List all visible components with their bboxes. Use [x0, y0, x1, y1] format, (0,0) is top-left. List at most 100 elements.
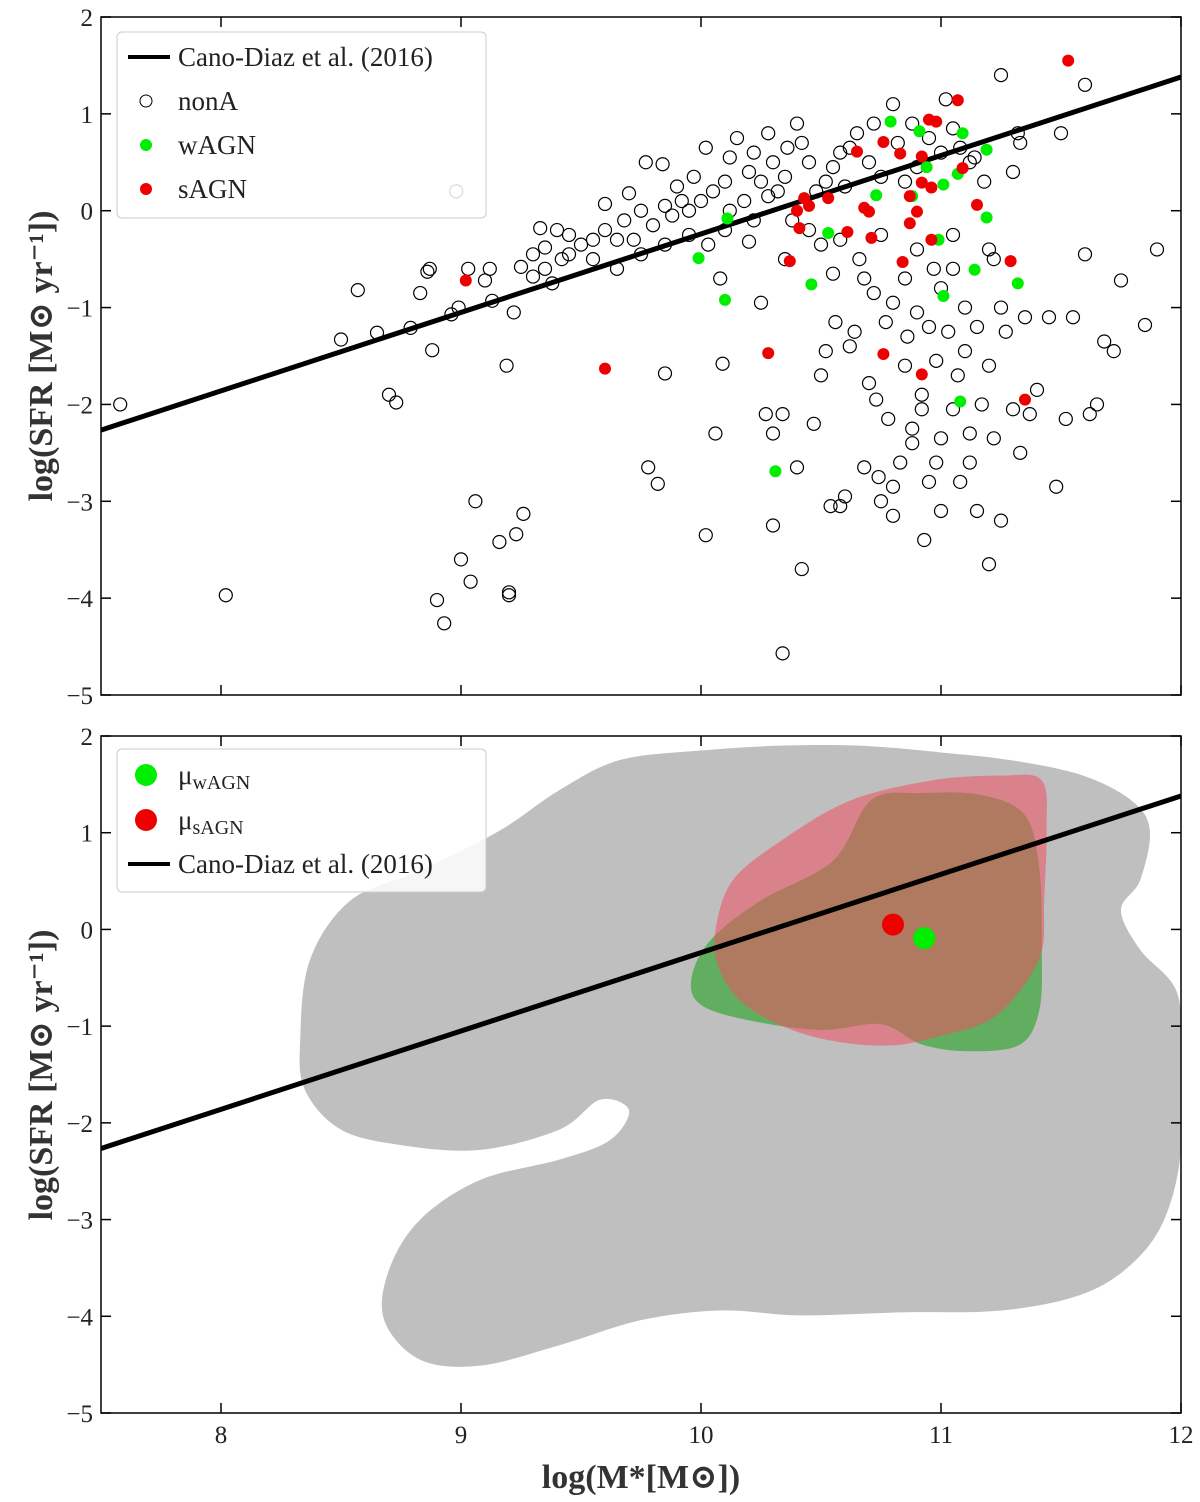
point-nonA [993, 300, 1009, 315]
mean-point-wAGN [913, 927, 936, 950]
point-nonA [674, 193, 689, 209]
legend-label-nonA: nonA [178, 86, 239, 116]
point-nonA [950, 368, 965, 383]
point-nonA [909, 305, 925, 320]
x-tick-label: 8 [215, 1422, 228, 1449]
point-nonA [1089, 397, 1105, 412]
point-nonA [1065, 310, 1081, 325]
point-nonA [813, 237, 829, 252]
point-nonA [753, 295, 769, 310]
point-sAGN [930, 115, 943, 128]
point-nonA [953, 474, 968, 490]
y-tick-label: −2 [66, 1111, 93, 1138]
point-nonA [933, 431, 949, 446]
point-nonA [818, 344, 833, 359]
point-nonA [900, 329, 915, 344]
point-nonA [665, 208, 680, 223]
point-nonA [953, 140, 968, 155]
point-nonA [715, 356, 730, 371]
point-sAGN [971, 198, 983, 211]
point-nonA [981, 557, 997, 572]
point-nonA [657, 198, 673, 213]
point-nonA [957, 300, 973, 315]
point-nonA [461, 261, 476, 276]
point-nonA [789, 460, 805, 475]
point-nonA [873, 169, 889, 184]
point-nonA [885, 295, 901, 310]
point-nonA [516, 506, 531, 521]
point-nonA [525, 247, 541, 262]
legend-marker-nonA [139, 94, 153, 108]
point-nonA [1005, 164, 1021, 180]
point-nonA [962, 426, 977, 441]
point-nonA [681, 203, 697, 218]
point-sAGN [822, 192, 835, 205]
point-nonA [420, 264, 435, 279]
point-nonA [698, 140, 713, 155]
point-nonA [422, 261, 437, 276]
point-wAGN [884, 115, 897, 128]
point-nonA [818, 174, 833, 189]
point-wAGN [920, 161, 933, 174]
point-nonA [597, 222, 613, 238]
point-nonA [926, 261, 941, 276]
point-nonA [693, 193, 709, 209]
point-nonA [1017, 310, 1033, 325]
point-wAGN [968, 263, 981, 276]
point-nonA [525, 269, 541, 284]
point-nonA [554, 252, 569, 267]
point-nonA [780, 140, 795, 155]
point-nonA [849, 126, 865, 141]
point-nonA [746, 213, 761, 228]
point-nonA [833, 232, 848, 247]
point-nonA [761, 189, 776, 204]
point-nonA [561, 247, 577, 262]
point-nonA [842, 339, 857, 354]
point-wAGN [719, 293, 731, 306]
y-tick-label: 0 [81, 917, 94, 944]
point-nonA [737, 193, 752, 209]
point-nonA [852, 252, 867, 267]
point-nonA [545, 276, 560, 291]
y-tick-label: −4 [66, 586, 93, 613]
point-nonA [833, 145, 848, 160]
point-nonA [1041, 310, 1057, 325]
point-nonA [921, 130, 937, 146]
point-nonA [463, 574, 478, 589]
point-sAGN [762, 347, 775, 360]
x-axis-label: log(M*[M⊙]) [542, 1459, 740, 1496]
y-tick-label: −5 [66, 1401, 93, 1428]
point-nonA [1097, 334, 1112, 349]
point-nonA [770, 184, 785, 199]
point-nonA [857, 460, 872, 475]
point-nonA [765, 426, 781, 441]
point-nonA [1029, 382, 1045, 397]
point-nonA [929, 353, 944, 368]
point-nonA [1106, 344, 1121, 359]
point-nonA [686, 169, 701, 184]
point-nonA [777, 169, 793, 184]
y-tick-label: −3 [66, 489, 93, 516]
point-sAGN [911, 205, 923, 218]
point-nonA [429, 592, 445, 608]
x-tick-label: 12 [1169, 1422, 1194, 1449]
point-nonA [506, 305, 521, 320]
point-nonA [413, 285, 428, 301]
point-sAGN [841, 226, 854, 239]
point-nonA [561, 227, 577, 243]
point-nonA [741, 234, 757, 249]
point-nonA [837, 489, 853, 504]
legend-label-mu-sAGN: μsAGN [178, 805, 244, 839]
point-nonA [729, 130, 745, 146]
y-tick-label: −2 [66, 392, 93, 419]
point-nonA [741, 164, 757, 180]
point-nonA [573, 237, 589, 252]
point-nonA [1077, 247, 1093, 262]
point-sAGN [793, 222, 806, 235]
point-nonA [746, 145, 761, 160]
point-nonA [941, 324, 956, 339]
point-nonA [897, 358, 913, 373]
point-nonA [537, 261, 553, 276]
point-nonA [468, 494, 483, 509]
